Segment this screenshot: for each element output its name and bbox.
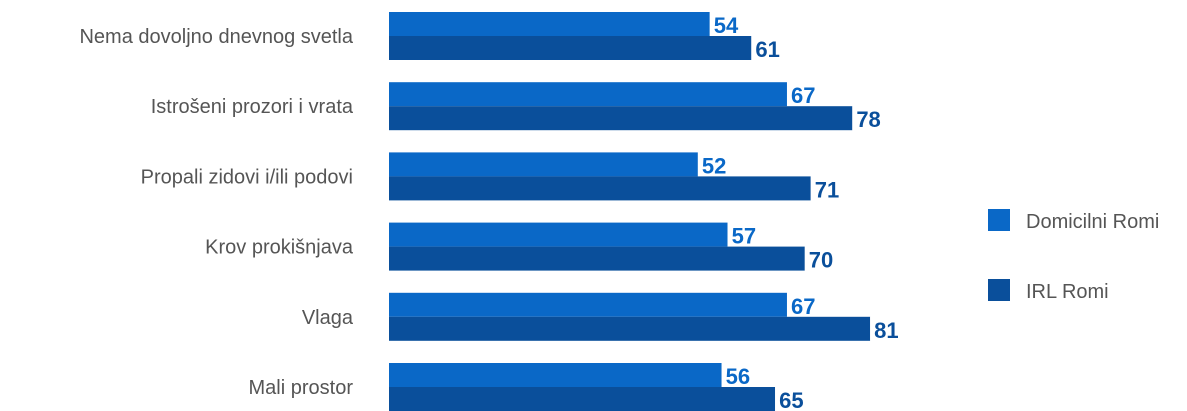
category-label: Nema dovoljno dnevnog svetla	[79, 26, 353, 48]
bar-domicilni	[389, 292, 787, 317]
legend-label: IRL Romi	[1026, 281, 1109, 303]
data-label-background	[751, 36, 792, 60]
bar-irl	[389, 36, 752, 60]
data-label-background	[804, 246, 845, 271]
data-label: 61	[755, 37, 779, 62]
data-label-background	[775, 387, 816, 411]
bar-irl	[389, 387, 776, 411]
data-label: 65	[779, 388, 803, 411]
category-label: Krov prokišnjava	[205, 237, 354, 259]
bars-layer	[389, 12, 911, 411]
data-label-background	[727, 222, 768, 247]
data-label-background	[810, 176, 851, 201]
data-label: 78	[856, 107, 880, 132]
data-label-background	[852, 106, 893, 131]
category-label: Mali prostor	[249, 377, 354, 399]
data-label: 56	[726, 364, 750, 389]
bar-domicilni	[389, 12, 710, 36]
data-label: 81	[874, 318, 898, 343]
data-label: 67	[791, 294, 815, 319]
bar-domicilni	[389, 363, 722, 387]
data-label: 67	[791, 83, 815, 108]
data-label: 71	[815, 177, 839, 202]
data-label-background	[721, 363, 762, 387]
bar-domicilni	[389, 152, 698, 177]
data-label-background	[709, 12, 750, 36]
bar-irl	[389, 176, 811, 201]
legend-swatch	[988, 209, 1010, 231]
legend-swatch	[988, 279, 1010, 301]
bar-irl	[389, 316, 871, 341]
labels-layer: Nema dovoljno dnevnog svetla 54 61 Istrošen…	[79, 13, 898, 411]
bar-irl	[389, 246, 805, 271]
bar-domicilni	[389, 82, 787, 107]
bar-domicilni	[389, 222, 728, 247]
legend-label: Domicilni Romi	[1026, 211, 1159, 233]
data-label: 52	[702, 153, 726, 178]
data-label-background	[697, 152, 738, 177]
bar-irl	[389, 106, 853, 131]
legend: Domicilni Romi IRL Romi	[988, 209, 1159, 303]
category-label: Istrošeni prozori i vrata	[151, 96, 354, 118]
data-label-background	[870, 316, 911, 341]
data-label: 54	[714, 13, 739, 38]
category-label: Vlaga	[302, 307, 354, 329]
category-label: Propali zidovi i/ili podovi	[141, 166, 353, 188]
data-label: 70	[809, 248, 833, 273]
data-label-background	[786, 82, 827, 107]
data-label-background	[786, 292, 827, 317]
data-label: 57	[732, 224, 756, 249]
